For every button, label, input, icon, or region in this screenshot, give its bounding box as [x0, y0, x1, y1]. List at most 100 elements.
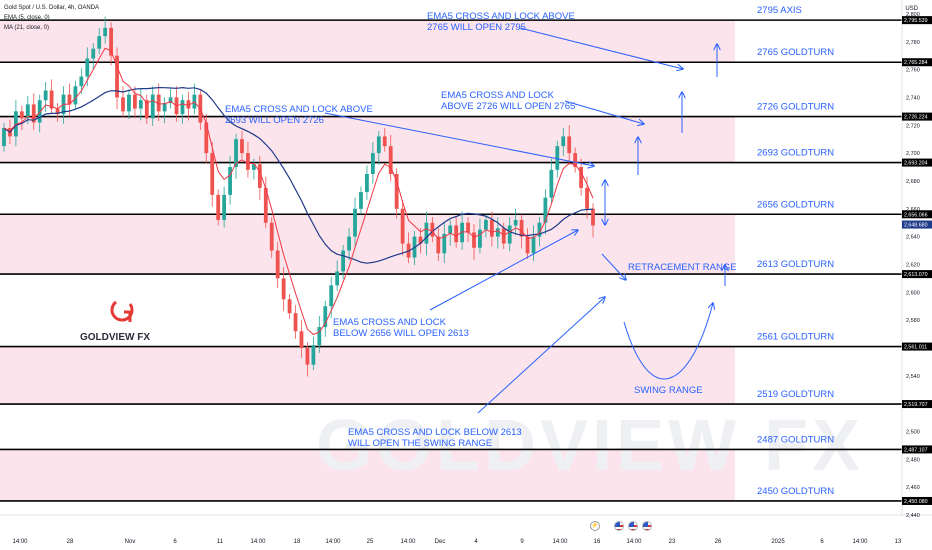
- candle-body: [591, 208, 595, 226]
- time-tick-label: 2025: [771, 539, 785, 545]
- price-tag: [902, 16, 932, 25]
- candle-body: [561, 136, 566, 147]
- price-tag: [902, 445, 932, 454]
- candle-body: [347, 236, 351, 251]
- candle-body: [234, 139, 238, 168]
- candle-body: [329, 285, 334, 307]
- price-tag-label: 2,561.011: [904, 345, 927, 351]
- annotation-text: 2693 WILL OPEN 2726: [225, 115, 324, 126]
- zone-band: [0, 116, 735, 163]
- candle-body: [162, 103, 167, 112]
- swing-range-label: SWING RANGE: [634, 385, 703, 396]
- goldview-logo-icon: [110, 300, 134, 322]
- level-label: 2693 GOLDTURN: [757, 148, 834, 159]
- level-label: 2561 GOLDTURN: [757, 332, 834, 343]
- candle-body: [365, 173, 369, 193]
- candle-body: [370, 153, 375, 174]
- candle-body: [31, 104, 36, 123]
- level-label: 2656 GOLDTURN: [757, 199, 834, 210]
- level-label: 2765 GOLDTURN: [757, 47, 834, 58]
- price-tick-label: 2,760: [906, 68, 920, 74]
- time-tick-label: 14:00: [325, 539, 341, 545]
- candle-body: [424, 222, 429, 244]
- candle-body: [109, 27, 113, 56]
- candle-body: [186, 100, 191, 109]
- price-tick-label: 2,780: [906, 40, 920, 46]
- candle-body: [359, 192, 363, 209]
- candle-body: [49, 90, 54, 109]
- candle-body: [79, 76, 84, 87]
- time-tick-label: 16: [594, 539, 601, 545]
- symbol-title: Gold Spot / U.S. Dollar, 4h, OANDA: [4, 5, 100, 11]
- price-tag: [902, 496, 932, 505]
- retracement-arrow: [601, 253, 626, 280]
- price-tag-label: 2,487.107: [904, 447, 928, 453]
- candle-body: [43, 90, 48, 101]
- candle-body: [489, 219, 494, 237]
- candle-body: [246, 153, 250, 170]
- candle-body: [335, 271, 340, 286]
- zone-band: [0, 20, 735, 63]
- zone-band: [0, 214, 735, 275]
- candle-body: [240, 139, 244, 154]
- candle-body: [495, 228, 500, 237]
- candle-body: [144, 100, 149, 119]
- price-tag: [902, 58, 932, 67]
- us-flag-icon[interactable]: [642, 521, 652, 531]
- goldview-logo: GOLDVIEW FX: [80, 296, 170, 346]
- candle-body: [132, 94, 137, 109]
- candle-body: [513, 219, 518, 226]
- candle-body: [305, 347, 310, 365]
- candle-body: [442, 233, 447, 254]
- candle-body: [281, 278, 286, 300]
- price-tag: [902, 158, 932, 167]
- candle-body: [19, 111, 24, 119]
- time-tick-label: Nov: [125, 539, 136, 545]
- price-tick-label: 2,500: [906, 429, 920, 435]
- price-tag-label: 2,656.066: [904, 212, 928, 218]
- us-flag-icon[interactable]: [628, 521, 638, 531]
- ma-legend: MA (21, close, 0): [4, 25, 50, 31]
- candle-body: [478, 229, 482, 248]
- time-tick-label: 11: [217, 539, 224, 545]
- candle-body: [394, 173, 399, 209]
- event-marker-icon[interactable]: ⚡: [590, 521, 600, 531]
- candle-body: [251, 164, 256, 170]
- time-tick-label: 4: [474, 539, 478, 545]
- candle-body: [311, 345, 316, 365]
- candle-body: [573, 153, 578, 168]
- candle-body: [531, 236, 536, 254]
- time-tick-label: 14:00: [12, 539, 28, 545]
- time-tick-label: 23: [669, 539, 676, 545]
- candle-body: [103, 27, 108, 37]
- price-tick-label: 2,700: [906, 151, 920, 157]
- swing-arrow: [623, 303, 713, 380]
- candle-body: [353, 208, 357, 237]
- annotation-text: EMA5 CROSS AND LOCK ABOVE: [225, 104, 373, 115]
- candle-body: [269, 222, 274, 251]
- annotation-text: ABOVE 2726 WILL OPEN 2765: [441, 101, 575, 112]
- us-flag-icon[interactable]: [614, 521, 624, 531]
- candle-body: [543, 197, 548, 223]
- candle-body: [537, 222, 542, 237]
- time-tick-label: 25: [367, 539, 374, 545]
- time-tick-label: 18: [294, 539, 301, 545]
- price-tag: [902, 342, 932, 351]
- time-tick-label: 9: [520, 539, 524, 545]
- candle-body: [85, 58, 90, 77]
- annotation-text: EMA5 CROSS AND LOCK ABOVE: [427, 11, 575, 22]
- candle-body: [472, 232, 476, 248]
- price-tag-label: 2,795.539: [904, 18, 928, 24]
- price-tick-label: 2,620: [906, 262, 920, 268]
- candle-body: [376, 136, 381, 154]
- price-tag-label: 2,648.680: [904, 223, 928, 229]
- candle-body: [73, 86, 78, 105]
- price-tick-label: 2,720: [906, 123, 920, 129]
- annotation-text: EMA5 CROSS AND LOCK: [441, 90, 555, 101]
- candle-body: [507, 225, 512, 244]
- candle-body: [293, 313, 298, 332]
- level-label: 2795 AXIS: [757, 5, 802, 16]
- annotation-text: BELOW 2656 WILL OPEN 2613: [333, 328, 469, 339]
- candle-body: [263, 187, 268, 223]
